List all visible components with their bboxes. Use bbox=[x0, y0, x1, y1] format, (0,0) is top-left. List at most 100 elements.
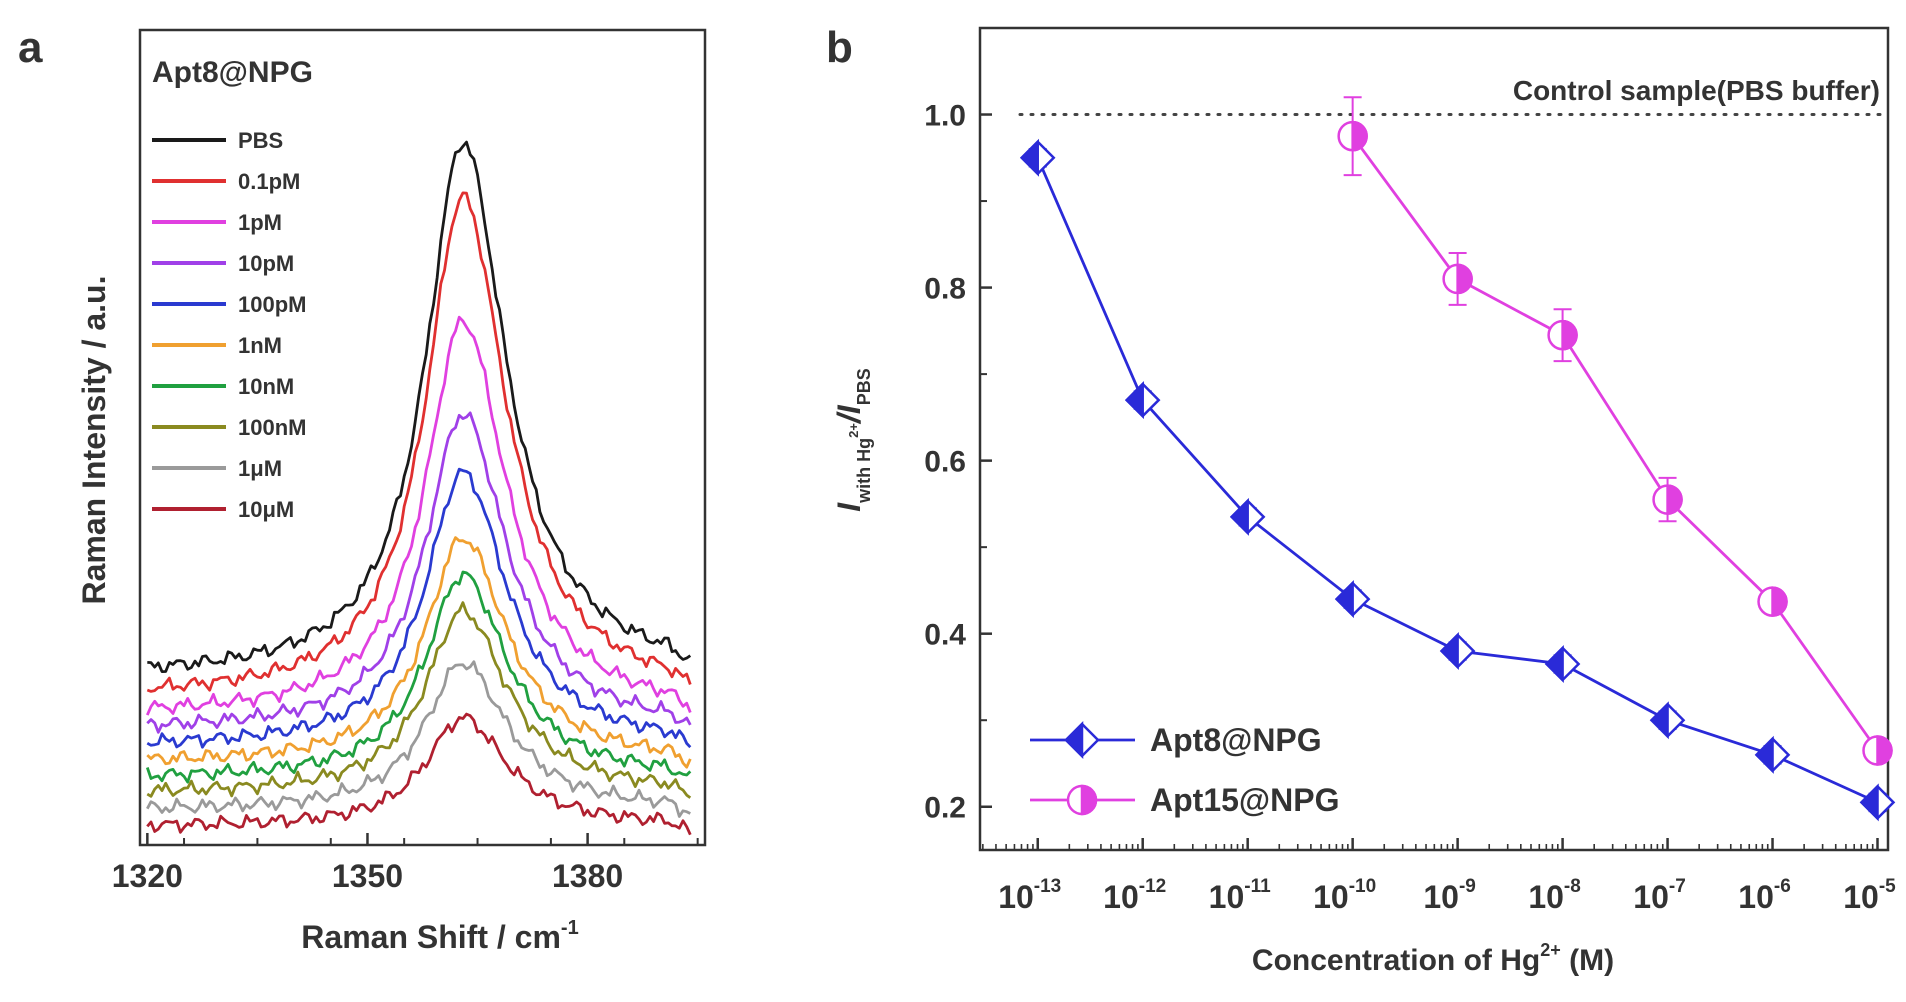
panel-b-label: b bbox=[826, 23, 853, 72]
panel-b-xtick-label: 10-6 bbox=[1738, 876, 1791, 915]
series-Apt15@NPG bbox=[1337, 96, 1893, 766]
data-point bbox=[1439, 631, 1476, 671]
apt8-marker-fill bbox=[1859, 783, 1879, 822]
apt15-marker-fill bbox=[1561, 319, 1578, 351]
spectrum-line-1 bbox=[146, 191, 692, 693]
panel-b-intensity-ratio: b Control sample(PBS buffer) 0.20.40.60.… bbox=[826, 23, 1896, 977]
legend-label-2: 1pM bbox=[238, 210, 282, 235]
spectrum-line-7 bbox=[146, 601, 692, 799]
legend-text-0: Apt8@NPG bbox=[1150, 722, 1322, 758]
panel-b-xtick-label: 10-13 bbox=[998, 876, 1061, 915]
panel-a-x-ticks: 1320 1350 1380 bbox=[112, 833, 699, 894]
apt8-marker-fill bbox=[1334, 580, 1354, 619]
panel-b-ylabel-sub: with Hg bbox=[854, 438, 874, 504]
legend-text-1: Apt15@NPG bbox=[1150, 782, 1339, 818]
panel-a-xlabel: Raman Shift / cm-1 bbox=[301, 917, 578, 955]
apt15-marker-fill bbox=[1456, 263, 1473, 295]
control-reference-label: Control sample(PBS buffer) bbox=[1513, 75, 1880, 106]
panel-b-xlabel-sup: 2+ bbox=[1540, 940, 1561, 960]
spectrum-line-5 bbox=[146, 536, 692, 769]
apt8-marker-fill bbox=[1124, 381, 1144, 420]
panel-b-xtick-label: 10-12 bbox=[1103, 876, 1166, 915]
panel-b-xtick-exponent: -7 bbox=[1669, 876, 1686, 897]
legend-label-8: 1μM bbox=[238, 456, 282, 481]
data-point bbox=[1859, 783, 1896, 822]
apt15-marker-fill bbox=[1876, 735, 1893, 766]
data-point bbox=[1019, 138, 1056, 177]
spectrum-line-9 bbox=[146, 712, 692, 836]
data-point bbox=[1652, 484, 1683, 515]
spectrum-line-3 bbox=[146, 411, 692, 734]
panel-b-xtick-exponent: -5 bbox=[1879, 876, 1896, 897]
panel-a-plot-frame bbox=[138, 28, 707, 847]
series-line-1 bbox=[1351, 135, 1879, 752]
panel-b-xtick-exponent: -12 bbox=[1139, 876, 1166, 897]
panel-b-xtick-base: 10 bbox=[1103, 879, 1139, 915]
legend-label-4: 100pM bbox=[238, 292, 306, 317]
panel-b-xtick-base: 10 bbox=[1633, 879, 1669, 915]
panel-b-xtick-exponent: -9 bbox=[1459, 876, 1476, 897]
panel-b-series bbox=[1019, 96, 1896, 822]
apt15-marker-fill bbox=[1351, 120, 1368, 152]
apt8-marker-fill bbox=[1754, 735, 1774, 774]
apt8-marker-fill bbox=[1649, 701, 1669, 740]
panel-b-xtick-label: 10-11 bbox=[1209, 876, 1271, 915]
legend-label-1: 0.1pM bbox=[238, 169, 300, 194]
data-point bbox=[1124, 381, 1161, 420]
panel-b-ytick-label: 0.8 bbox=[924, 273, 966, 306]
panel-b-xtick-base: 10 bbox=[1528, 879, 1564, 915]
legend-label-7: 100nM bbox=[238, 415, 306, 440]
panel-b-xtick-base: 10 bbox=[1738, 879, 1774, 915]
panel-a-title: Apt8@NPG bbox=[152, 56, 313, 89]
legend-label-0: PBS bbox=[238, 128, 283, 153]
panel-a-xlabel-main: Raman Shift / cm bbox=[301, 919, 561, 955]
spectrum-line-0 bbox=[147, 140, 692, 673]
panel-a-raman-spectra: a Apt8@NPG PBS 0.1pM 1pM 10pM 100pM 1nM 10nM 10… bbox=[18, 23, 707, 955]
spectrum-line-4 bbox=[146, 467, 692, 749]
panel-b-ytick-label: 0.4 bbox=[924, 619, 966, 652]
data-point bbox=[1334, 580, 1371, 619]
panel-b-xtick-exponent: -10 bbox=[1349, 876, 1376, 897]
apt8-marker-fill bbox=[1544, 644, 1564, 683]
panel-a-label: a bbox=[18, 23, 43, 72]
panel-b-ytick-label: 0.2 bbox=[924, 792, 966, 825]
panel-b-xtick-label: 10-5 bbox=[1843, 876, 1896, 915]
panel-b-ylabel: Iwith Hg2+/IPBS bbox=[831, 368, 874, 512]
legend-label-3: 10pM bbox=[238, 251, 294, 276]
data-point bbox=[1757, 586, 1788, 617]
data-point bbox=[1337, 120, 1368, 152]
panel-b-xlabel-main: Concentration of Hg bbox=[1252, 944, 1540, 977]
apt8-marker-fill bbox=[1439, 631, 1459, 671]
panel-b-x-ticks: 10-13 10-12 10-11 10-10 10-9 10-8 10-7 10-6 10-5 bbox=[982, 838, 1896, 915]
panel-b-xlabel: Concentration of Hg2+ (M) bbox=[1252, 940, 1614, 977]
apt15-marker-fill bbox=[1771, 586, 1788, 617]
panel-b-xtick-base: 10 bbox=[1843, 879, 1879, 915]
panel-b-ylabel-sub2: PBS bbox=[854, 368, 874, 405]
panel-b-xtick-label: 10-9 bbox=[1423, 876, 1476, 915]
panel-b-xtick-label: 10-8 bbox=[1528, 876, 1581, 915]
panel-b-ylabel-sub-sup: 2+ bbox=[846, 423, 861, 438]
panel-a-xtick-label: 1350 bbox=[332, 858, 403, 894]
spectrum-line-2 bbox=[146, 315, 692, 716]
panel-b-ylabel-sep: /I bbox=[831, 404, 867, 425]
panel-b-xtick-exponent: -13 bbox=[1034, 876, 1061, 897]
panel-b-xtick-label: 10-7 bbox=[1633, 876, 1686, 915]
legend-label-6: 10nM bbox=[238, 374, 294, 399]
spectrum-line-8 bbox=[146, 660, 691, 818]
panel-a-ylabel: Raman Intensity / a.u. bbox=[76, 276, 112, 605]
apt8-marker-fill bbox=[1064, 720, 1084, 760]
panel-a-spectra bbox=[145, 140, 692, 836]
apt15-marker-fill bbox=[1666, 484, 1683, 515]
legend-marker-0 bbox=[1064, 720, 1100, 760]
panel-a-legend: PBS 0.1pM 1pM 10pM 100pM 1nM 10nM 100nM 1μM 10μM bbox=[152, 128, 306, 522]
panel-b-xtick-base: 10 bbox=[1209, 879, 1245, 915]
apt8-marker-fill bbox=[1019, 138, 1039, 177]
apt15-marker-fill bbox=[1080, 784, 1098, 816]
panel-b-xlabel-suffix: (M) bbox=[1561, 944, 1614, 977]
panel-b-xtick-base: 10 bbox=[1313, 879, 1349, 915]
series-Apt8@NPG bbox=[1019, 138, 1896, 822]
panel-a-xtick-label: 1380 bbox=[552, 858, 623, 894]
data-point bbox=[1862, 735, 1893, 766]
panel-b-xtick-base: 10 bbox=[998, 879, 1034, 915]
